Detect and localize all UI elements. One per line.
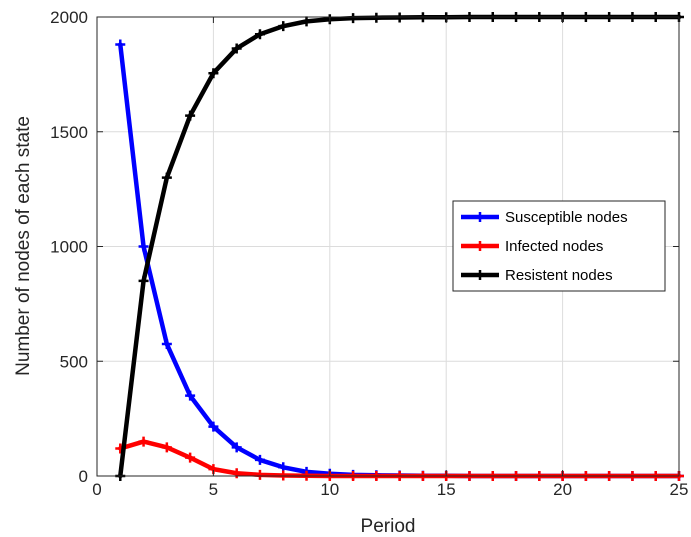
data-point <box>161 442 172 453</box>
legend-marker <box>475 241 485 251</box>
x-tick-label: 5 <box>209 480 218 499</box>
data-point <box>231 468 242 479</box>
y-tick-label: 2000 <box>50 8 88 27</box>
legend-label: Susceptible nodes <box>505 209 628 226</box>
x-axis-label: Period <box>361 516 416 537</box>
legend-item: Resistent nodes <box>461 267 613 284</box>
x-tick-label: 15 <box>437 480 456 499</box>
data-point <box>348 13 359 24</box>
data-point <box>185 452 196 463</box>
data-point <box>371 12 382 23</box>
legend-label: Resistent nodes <box>505 267 613 284</box>
data-point <box>254 469 265 480</box>
legend-label: Infected nodes <box>505 238 603 255</box>
data-point <box>138 436 149 447</box>
legend: Susceptible nodes Infected nodes Resistent… <box>452 200 666 292</box>
y-tick-label: 0 <box>79 467 88 486</box>
x-tick-label: 0 <box>92 480 101 499</box>
data-point <box>115 39 126 50</box>
y-tick-label: 1500 <box>50 123 88 142</box>
data-point <box>301 16 312 27</box>
data-point <box>254 454 265 465</box>
legend-marker <box>475 212 485 222</box>
data-point <box>208 421 219 432</box>
data-point <box>161 339 172 350</box>
tick-layer: 0 5 10 15 20 25 0 500 1000 1500 2000 <box>50 8 688 499</box>
legend-item: Infected nodes <box>461 238 603 255</box>
data-point <box>254 29 265 40</box>
data-point <box>278 21 289 32</box>
y-tick-label: 1000 <box>50 238 88 257</box>
legend-item: Susceptible nodes <box>461 209 628 226</box>
data-point <box>138 275 149 286</box>
y-axis-label: Number of nodes of each state <box>13 116 34 376</box>
data-point <box>208 68 219 79</box>
data-point <box>161 172 172 183</box>
data-point <box>185 110 196 121</box>
x-tick-label: 25 <box>670 480 689 499</box>
x-tick-label: 10 <box>320 480 339 499</box>
data-point <box>231 442 242 453</box>
data-point <box>231 43 242 54</box>
y-tick-label: 500 <box>60 352 88 371</box>
legend-marker <box>475 270 485 280</box>
data-point <box>138 241 149 252</box>
data-point <box>185 390 196 401</box>
x-tick-label: 20 <box>553 480 572 499</box>
